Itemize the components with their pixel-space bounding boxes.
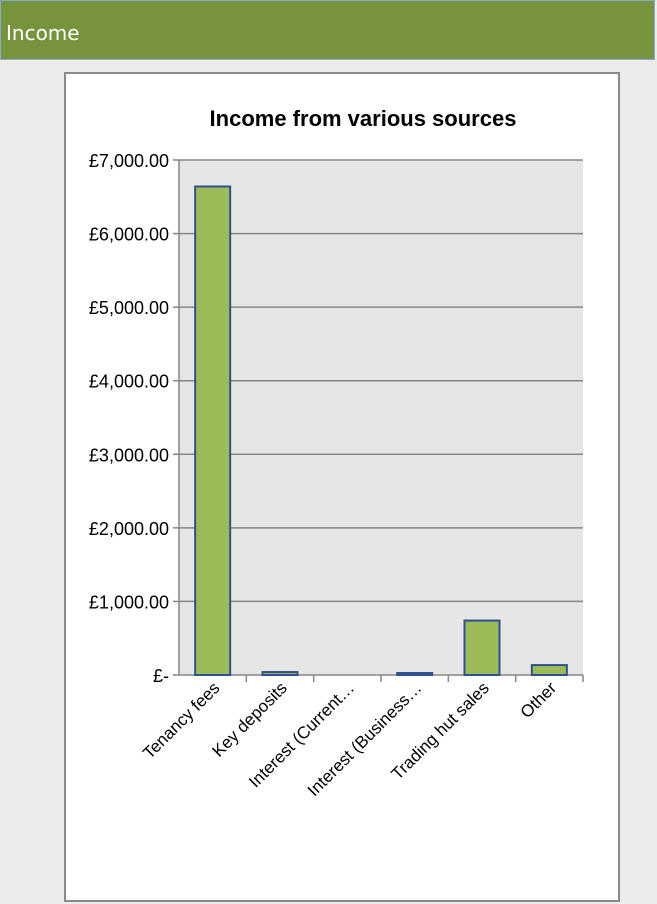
y-tick-label: £6,000.00 bbox=[89, 225, 169, 245]
bar bbox=[261, 671, 299, 676]
y-tick-label: £2,000.00 bbox=[89, 519, 169, 539]
chart-title: Income from various sources bbox=[210, 106, 517, 131]
y-tick-label: £- bbox=[153, 666, 169, 686]
y-tick-label: £3,000.00 bbox=[89, 445, 169, 465]
section-title: Income bbox=[6, 21, 80, 45]
bar bbox=[530, 664, 568, 677]
bar bbox=[194, 185, 232, 676]
chart-frame: Income from various sources £- £1,000.00 £… bbox=[64, 72, 620, 902]
income-bar-chart: Income from various sources £- £1,000.00 £… bbox=[89, 106, 584, 800]
section-header: Income bbox=[0, 0, 655, 60]
y-tick-label: £7,000.00 bbox=[89, 151, 169, 171]
bar bbox=[463, 619, 501, 676]
y-tick-label: £4,000.00 bbox=[89, 372, 169, 392]
y-tick-label: £5,000.00 bbox=[89, 298, 169, 318]
x-tick-label: Other bbox=[517, 678, 561, 722]
plot-area bbox=[179, 160, 583, 675]
x-tick-label: Interest (Business… bbox=[304, 678, 426, 800]
y-tick-label: £1,000.00 bbox=[89, 592, 169, 612]
bar bbox=[396, 672, 434, 676]
